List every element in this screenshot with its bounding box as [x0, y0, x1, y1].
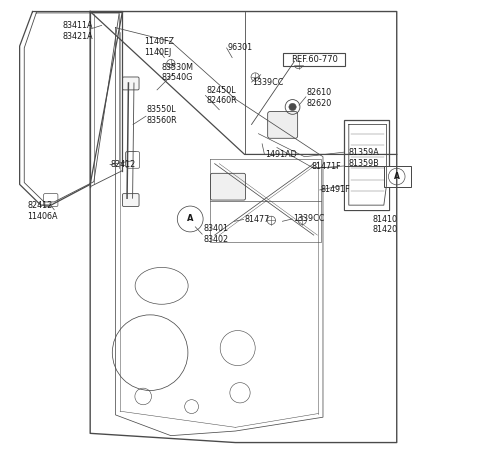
Text: 82610
82620: 82610 82620: [307, 88, 332, 107]
Text: 82412: 82412: [111, 160, 136, 169]
Circle shape: [289, 103, 296, 111]
FancyBboxPatch shape: [128, 152, 140, 168]
Text: 82450L
82460R: 82450L 82460R: [206, 86, 237, 105]
Text: 81410
81420: 81410 81420: [373, 215, 398, 234]
Text: A: A: [187, 214, 193, 224]
Text: 81491F: 81491F: [321, 185, 350, 195]
FancyBboxPatch shape: [122, 77, 139, 90]
FancyBboxPatch shape: [283, 53, 345, 66]
Text: 1339CC: 1339CC: [252, 77, 284, 87]
Text: A: A: [394, 172, 400, 181]
Text: 83550L
83560R: 83550L 83560R: [147, 106, 178, 125]
Text: 81359A
81359B: 81359A 81359B: [348, 148, 379, 168]
Text: REF.60-770: REF.60-770: [291, 55, 337, 64]
Text: 1339CC: 1339CC: [293, 214, 324, 224]
FancyBboxPatch shape: [344, 166, 389, 210]
Text: 96301: 96301: [228, 42, 252, 52]
Text: 83411A
83421A: 83411A 83421A: [62, 22, 93, 41]
Text: 81471F: 81471F: [312, 162, 341, 171]
FancyBboxPatch shape: [268, 112, 298, 138]
Text: 82412
11406A: 82412 11406A: [27, 201, 58, 221]
FancyBboxPatch shape: [384, 166, 410, 187]
Text: 83530M
83540G: 83530M 83540G: [162, 63, 193, 82]
Text: 83401
83402: 83401 83402: [203, 225, 228, 244]
Text: 81477: 81477: [245, 215, 270, 224]
FancyBboxPatch shape: [44, 194, 58, 207]
FancyBboxPatch shape: [211, 173, 246, 200]
Text: 1140FZ
1140EJ: 1140FZ 1140EJ: [144, 37, 174, 57]
FancyBboxPatch shape: [122, 194, 139, 207]
FancyBboxPatch shape: [126, 152, 137, 167]
FancyBboxPatch shape: [344, 120, 389, 210]
Text: 1491AD: 1491AD: [265, 150, 297, 159]
